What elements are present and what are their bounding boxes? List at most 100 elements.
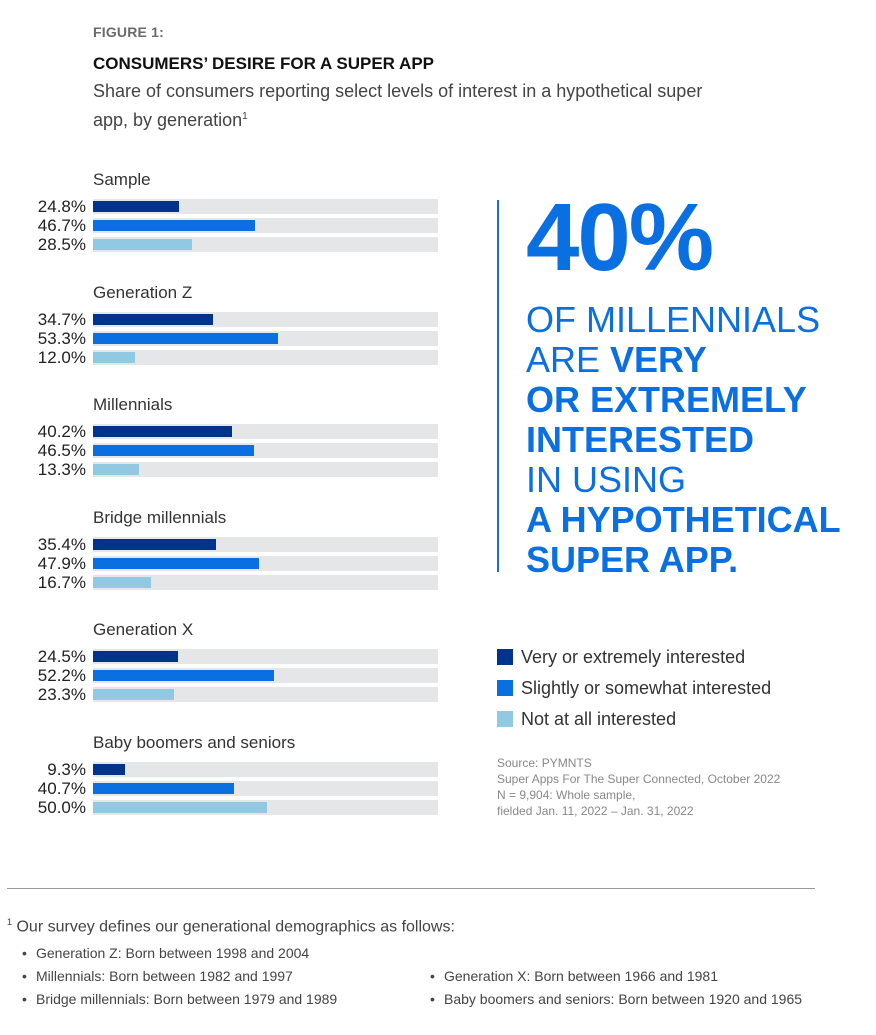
bar-track [93,555,438,571]
footnote-item: • Generation X: Born between 1966 and 198… [430,968,718,984]
footnote: 1 Our survey defines our generational de… [7,917,455,936]
bar-track [93,687,438,703]
group-title: Sample [93,170,151,189]
value-label: 53.3% [37,328,86,348]
bar [93,783,235,794]
bullet-icon: • [430,968,435,984]
value-label: 40.7% [37,779,86,798]
value-label: 34.7% [37,309,86,329]
footnote-item: • Generation Z: Born between 1998 and 200… [22,945,309,961]
callout-segment: INTERESTED [526,419,755,460]
chart-subtitle: Share of consumers reporting select leve… [93,78,733,133]
callout-line: ARE VERY [526,340,841,380]
bar-track [93,649,438,665]
value-label: 23.3% [37,685,86,705]
value-label: 16.7% [37,572,86,592]
bar [93,538,216,550]
footnote-mark: 1 [7,917,13,927]
bar [93,802,267,813]
group-title: Bridge millennials [93,507,227,527]
value-label: 13.3% [37,460,86,480]
callout-segment: A HYPOTHETICAL [526,499,841,540]
bar-track [93,462,438,478]
bar-track [93,762,438,777]
callout-segment: IN USING [526,459,687,500]
bar-track [93,668,438,684]
bar [93,445,255,457]
callout-line: OF MILLENNIALS [526,300,841,340]
callout-segment: SUPER APP. [526,539,739,580]
value-label: 47.9% [37,553,86,573]
legend-label: Very or extremely interested [521,647,746,667]
bar-track [93,218,438,233]
legend-swatch [497,680,513,696]
bar-track [93,424,438,440]
footnote-item: • Millennials: Born between 1982 and 1997 [22,968,293,984]
value-label: 28.5% [37,235,86,254]
bullet-icon: • [22,968,27,984]
figure-label: FIGURE 1: [93,24,165,40]
source-note: Source: PYMNTS Super Apps For The Super C… [497,755,780,819]
footnote-item-text: Bridge millennials: Born between 1979 an… [36,991,338,1007]
value-label: 35.4% [37,534,86,554]
source-line: fielded Jan. 11, 2022 – Jan. 31, 2022 [497,804,694,818]
legend-label: Not at all interested [521,709,677,729]
bar [93,239,192,250]
callout-segment: OR EXTREMELY [526,379,807,420]
footnote-item: • Bridge millennials: Born between 1979 a… [22,991,337,1007]
bullet-icon: • [430,991,435,1007]
callout-line: SUPER APP. [526,540,841,580]
source-line: N = 9,904: Whole sample, [497,788,636,802]
legend-swatch [497,711,513,727]
group-title: Baby boomers and seniors [93,733,296,752]
bar [93,764,126,775]
callout-line: IN USING [526,460,841,500]
footnote-item-text: Generation X: Born between 1966 and 1981 [444,968,718,984]
bar-track [93,574,438,590]
bar [93,426,233,438]
legend-label: Slightly or somewhat interested [521,678,772,698]
group-title: Millennials [93,395,173,415]
callout-big-number: 40% [526,184,714,291]
callout-segment: OF MILLENNIALS [526,299,821,340]
bar-track [93,349,438,365]
bar-track [93,330,438,346]
value-label: 12.0% [37,347,86,367]
callout-line: OR EXTREMELY [526,380,841,420]
bar [93,201,180,212]
value-label: 40.2% [37,422,86,442]
callout-line: INTERESTED [526,420,841,460]
group-title: Generation X [93,620,194,640]
bar-track [93,536,438,552]
footnote-item: • Baby boomers and seniors: Born between … [430,991,802,1007]
subtitle-text: Share of consumers reporting select leve… [93,81,703,130]
callout-line: A HYPOTHETICAL [526,500,841,540]
footnote-item-text: Millennials: Born between 1982 and 1997 [36,968,293,984]
bar [93,557,260,569]
bar [93,313,214,325]
bar [93,576,151,588]
bar-track [93,237,438,252]
legend-swatch [497,649,513,665]
group-title: Generation Z [93,282,193,302]
callout-divider [497,200,499,572]
bar [93,351,135,363]
callout-segment: ARE [526,339,611,380]
value-label: 24.5% [37,647,86,667]
chart-title: CONSUMERS’ DESIRE FOR A SUPER APP [93,54,434,73]
value-label: 46.7% [37,216,86,235]
source-line: Super Apps For The Super Connected, Octo… [497,772,781,786]
footnote-text: Our survey defines our generational demo… [16,918,455,936]
footnote-mark: 1 [242,111,248,122]
value-label: 46.5% [37,441,86,461]
value-label: 50.0% [37,798,86,817]
bar-track [93,199,438,214]
callout-text: OF MILLENNIALS ARE VERY OR EXTREMELY INTERE… [526,300,841,580]
value-label: 52.2% [37,666,86,686]
bar [93,651,178,663]
bar-track [93,781,438,796]
bar-track [93,443,438,459]
footnote-item-text: Baby boomers and seniors: Born between 1… [444,991,803,1007]
bar [93,670,275,682]
value-label: 9.3% [47,760,86,779]
